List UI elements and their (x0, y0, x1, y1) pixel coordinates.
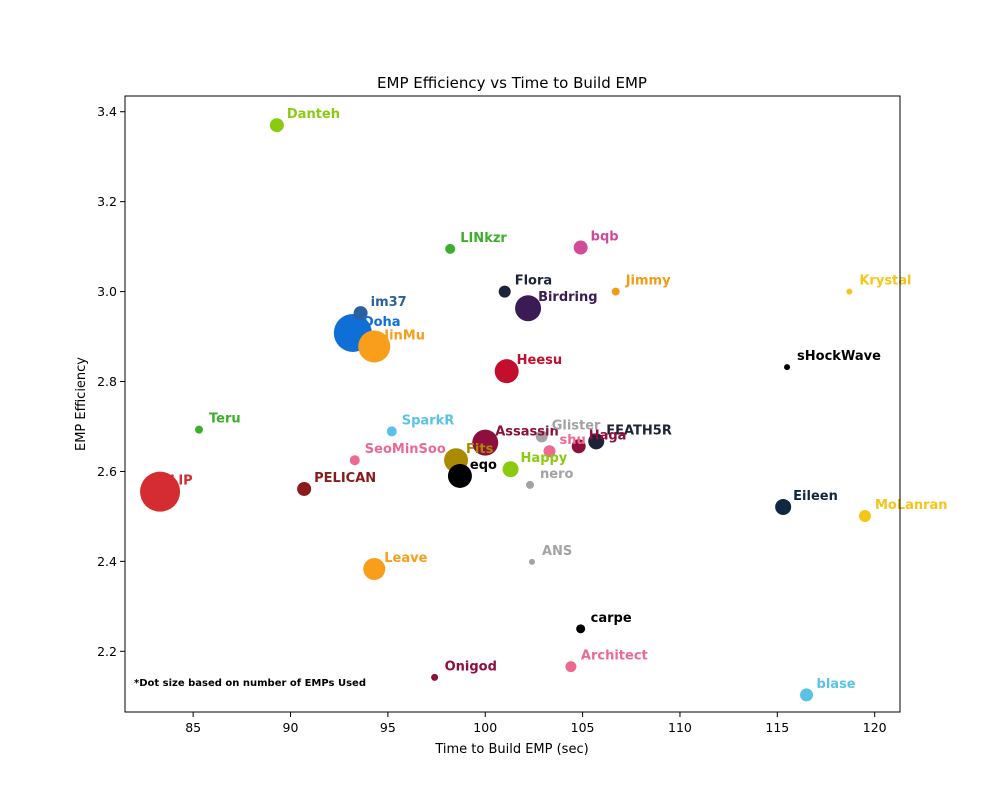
data-point-feath5r (588, 433, 605, 450)
data-point-eqo (447, 463, 472, 488)
point-label-bqb: bqb (591, 230, 619, 245)
y-axis-ticks: 2.2 2.4 2.6 2.8 3.0 3.2 3.4 (97, 104, 125, 659)
point-label-architect: Architect (581, 649, 648, 664)
data-point-ans (528, 558, 535, 565)
point-label-krystal: Krystal (859, 274, 911, 289)
point-label-linkzr: LINkzr (460, 231, 507, 246)
data-point-eileen (775, 498, 792, 515)
point-label-heesu: Heesu (517, 353, 563, 368)
point-labels: Danteh LINkzr bqb Flora Jimmy Krystal Birdring… (170, 107, 948, 692)
point-label-shu: shu (559, 433, 585, 448)
point-label-lip: LIP (170, 474, 193, 489)
point-label-jinmu: JinMu (383, 328, 425, 343)
x-axis-ticks: 85 90 95 100 105 110 115 120 (185, 712, 887, 735)
point-label-jimmy: Jimmy (625, 274, 671, 289)
y-tick-label: 3.4 (97, 104, 117, 119)
data-point-bqb (573, 240, 588, 255)
point-label-onigod: Onigod (445, 659, 497, 674)
data-point-krystal (846, 288, 853, 295)
point-label-nero: nero (540, 467, 573, 482)
x-tick-label: 105 (571, 720, 595, 735)
y-tick-label: 2.8 (97, 374, 117, 389)
y-axis-label: EMP Efficiency (74, 357, 89, 451)
data-point-glister (535, 430, 548, 443)
point-label-molanran: MoLanran (875, 498, 948, 513)
y-tick-label: 3.0 (97, 284, 117, 299)
data-point-danteh (269, 118, 284, 133)
point-label-eqo: eqo (470, 458, 497, 473)
x-tick-label: 90 (283, 720, 299, 735)
point-label-leave: Leave (384, 551, 427, 566)
point-label-seominsoo: SeoMinSoo (365, 442, 446, 457)
data-point-im37 (353, 306, 368, 321)
point-label-fits: Fits (466, 442, 494, 457)
x-tick-label: 120 (863, 720, 887, 735)
x-tick-label: 115 (765, 720, 789, 735)
point-label-ans: ANS (542, 544, 572, 559)
data-point-architect (565, 661, 577, 673)
point-label-sparkr: SparkR (402, 413, 455, 428)
data-point-shockwave (784, 364, 791, 371)
point-label-doha: Doha (363, 315, 401, 330)
data-point-molanran (858, 509, 871, 522)
point-label-blase: blase (817, 677, 856, 692)
point-label-danteh: Danteh (287, 107, 340, 122)
data-points (140, 118, 871, 702)
point-label-carpe: carpe (591, 611, 632, 626)
data-point-lip (140, 471, 181, 512)
point-label-flora: Flora (515, 274, 552, 289)
data-point-happy (502, 461, 519, 478)
x-axis-label: Time to Build EMP (sec) (434, 742, 588, 757)
point-label-feath5r: FEATH5R (606, 423, 672, 438)
data-point-carpe (576, 624, 586, 634)
point-label-pelican: PELICAN (314, 471, 376, 486)
y-tick-label: 2.6 (97, 464, 117, 479)
point-label-happy: Happy (521, 451, 568, 466)
data-point-onigod (431, 673, 439, 681)
y-tick-label: 2.2 (97, 644, 117, 659)
point-label-eileen: Eileen (793, 489, 838, 504)
x-tick-label: 85 (185, 720, 201, 735)
point-label-im37: im37 (371, 295, 407, 310)
x-tick-label: 110 (668, 720, 692, 735)
data-point-haga (571, 439, 586, 454)
data-point-heesu (494, 359, 519, 384)
dot-size-footnote: *Dot size based on number of EMPs Used (134, 678, 366, 689)
data-point-pelican (297, 481, 312, 496)
data-point-birdring (515, 295, 542, 322)
data-point-jimmy (611, 287, 620, 296)
point-label-shockwave: sHockWave (797, 349, 881, 364)
y-tick-label: 3.2 (97, 194, 117, 209)
data-point-seominsoo (349, 455, 360, 466)
point-label-assassin: Assassin (495, 425, 559, 440)
data-point-jinmu (358, 330, 391, 363)
data-point-sparkr (386, 426, 397, 437)
point-label-glister: Glister (552, 418, 601, 433)
x-tick-label: 95 (380, 720, 396, 735)
chart-title: EMP Efficiency vs Time to Build EMP (377, 74, 647, 92)
plot-area-frame (124, 95, 901, 713)
data-point-linkzr (445, 243, 456, 254)
x-tick-label: 100 (473, 720, 497, 735)
data-point-teru (194, 425, 203, 434)
y-tick-label: 2.4 (97, 554, 117, 569)
data-point-shu (543, 445, 556, 458)
data-point-flora (498, 285, 511, 298)
point-label-haga: Haga (589, 428, 627, 443)
data-point-leave (363, 558, 386, 581)
point-label-teru: Teru (209, 412, 241, 427)
data-point-assassin (472, 429, 499, 456)
point-label-birdring: Birdring (538, 290, 598, 305)
data-point-nero (526, 480, 535, 489)
data-point-blase (800, 688, 814, 702)
